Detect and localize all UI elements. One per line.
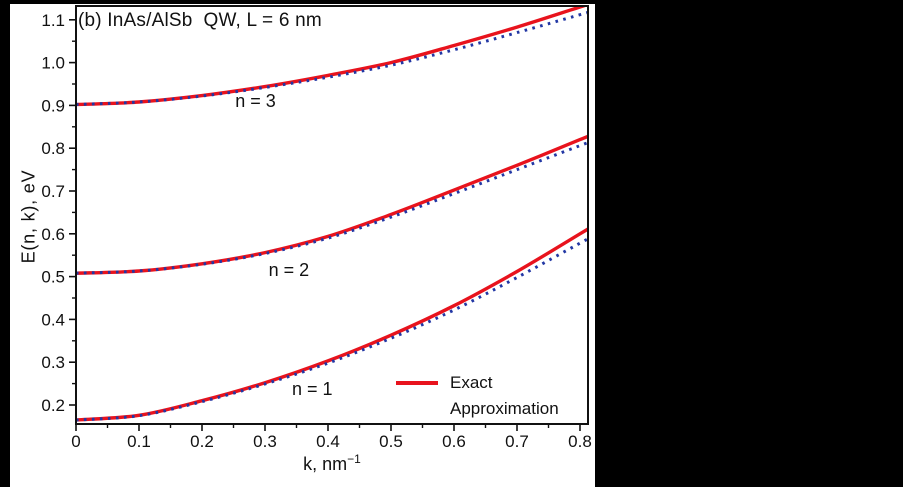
chart-panel: 0 0.1 0.2 0.3 0.4 0.5 0.6 0.7 0.8 0.2 0.3 0.4 0.5 0.6… [10, 4, 595, 487]
curve-approx-n2 [77, 141, 587, 275]
x-axis-label: k, nm−1 [76, 452, 588, 475]
plot-area: 0 0.1 0.2 0.3 0.4 0.5 0.6 0.7 0.8 0.2 0.3 0.4 0.5 0.6… [41, 5, 592, 451]
y-tick-label: 0.6 [41, 225, 65, 244]
x-tick-label: 0.3 [253, 432, 277, 451]
x-tick-label: 0.6 [442, 432, 466, 451]
y-tick-label: 1.1 [41, 11, 65, 30]
x-tick-label: 0.4 [316, 432, 340, 451]
y-tick-label: 0.5 [41, 268, 65, 287]
curve-exact-n2 [77, 134, 587, 275]
y-tick-label: 0.2 [41, 396, 65, 415]
y-tick-label: 1.0 [41, 54, 65, 73]
legend-dotted-line-sample [396, 408, 438, 411]
curve-approx-n3 [77, 11, 587, 106]
plot-frame [75, 5, 589, 425]
x-tick-label: 0.5 [379, 432, 403, 451]
legend-label-exact: Exact [450, 373, 493, 392]
x-tick-label: 0.8 [568, 432, 592, 451]
y-tick-label: 0.8 [41, 139, 65, 158]
x-axis-label-exponent: −1 [347, 452, 361, 466]
curve-label-n=3: n = 3 [235, 91, 276, 111]
curve-exact-n1 [77, 227, 587, 422]
x-tick-label: 0.1 [127, 432, 151, 451]
x-tick-label: 0.7 [505, 432, 529, 451]
y-tick-label: 0.7 [41, 182, 65, 201]
curve-label-n=1: n = 1 [292, 379, 333, 399]
legend-row-exact: Exact [396, 370, 559, 396]
x-tick-label: 0.2 [190, 432, 214, 451]
curve-label-n=2: n = 2 [269, 260, 310, 280]
x-axis-label-text: k, nm [303, 454, 348, 474]
y-axis-label: E(n, k), eV [18, 169, 39, 264]
legend-label-approximation: Approximation [450, 399, 559, 418]
legend-solid-line-sample [396, 381, 438, 385]
y-tick-label: 0.9 [41, 96, 65, 115]
legend: Exact Approximation [396, 370, 559, 422]
legend-row-approximation: Approximation [396, 396, 559, 422]
y-tick-label: 0.4 [41, 310, 65, 329]
chart-title: (b) InAs/AlSb QW, L = 6 nm [78, 10, 322, 31]
curve-exact-n3 [77, 7, 586, 107]
y-tick-label: 0.3 [41, 353, 65, 372]
x-tick-label: 0 [71, 432, 80, 451]
